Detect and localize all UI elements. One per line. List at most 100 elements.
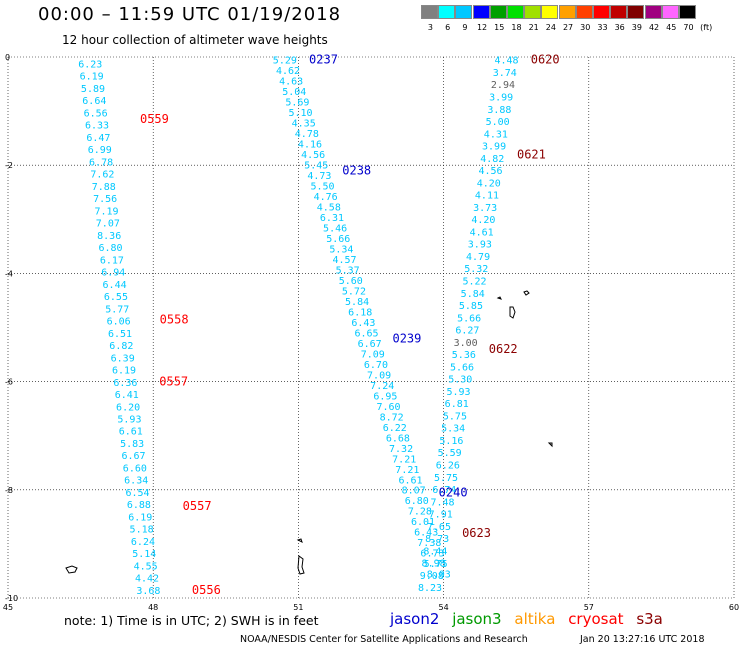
swh-value-label: 5.46 xyxy=(323,224,347,235)
swh-value-label: 4.76 xyxy=(314,192,338,203)
swh-value-label: 6.20 xyxy=(116,402,140,413)
swh-value-label: 6.34 xyxy=(124,476,148,487)
sat-s3a-label: s3a xyxy=(636,610,663,628)
y-tick-label: -4 xyxy=(5,269,13,278)
swh-value-label: 6.33 xyxy=(85,121,109,132)
legend-swatch xyxy=(421,5,438,19)
swh-value-label: 4.16 xyxy=(298,140,322,151)
swh-value-label: 4.78 xyxy=(295,129,319,140)
swh-value-label: 5.50 xyxy=(310,182,334,193)
swh-value-label: 4.79 xyxy=(466,252,490,263)
swh-value-label: 7.60 xyxy=(376,402,400,413)
credit-line: NOAA/NESDIS Center for Satellite Applica… xyxy=(240,634,528,645)
swh-value-label: 6.51 xyxy=(108,329,132,340)
swh-value-label: 6.06 xyxy=(107,317,131,328)
swh-value-label: 8.73 xyxy=(425,534,449,545)
swh-value-label: 6.73 xyxy=(420,549,444,560)
swh-value-label: 8.07 xyxy=(402,486,426,497)
legend-swatch xyxy=(627,5,645,19)
legend-tick-label: 21 xyxy=(528,23,539,32)
pass-time-label-0239: 0239 xyxy=(392,331,421,345)
swh-value-label: 6.82 xyxy=(109,341,133,352)
swh-value-label: 7.09 xyxy=(361,349,385,360)
swh-value-label: 5.00 xyxy=(486,117,510,128)
swh-value-label: 8.44 xyxy=(423,546,447,557)
swh-value-label: 6.17 xyxy=(100,255,124,266)
island-outline xyxy=(509,306,516,319)
swh-value-label: 4.55 xyxy=(134,561,158,572)
swh-value-label: 5.10 xyxy=(289,108,313,119)
swh-value-label: 7.21 xyxy=(395,465,419,476)
swh-value-label: 5.83 xyxy=(120,439,144,450)
legend-swatch xyxy=(455,5,473,19)
legend-swatch xyxy=(593,5,610,19)
pass-time-label-0620: 0620 xyxy=(531,53,560,67)
legend-swatch xyxy=(541,5,559,19)
swh-value-label: 5.72 xyxy=(342,286,366,297)
swh-value-label: 6.60 xyxy=(123,463,147,474)
legend-tick-label: 33 xyxy=(597,23,608,32)
swh-value-label: 6.61 xyxy=(398,475,422,486)
swh-value-label: 7.88 xyxy=(92,182,116,193)
swh-value-label: 5.93 xyxy=(117,415,141,426)
swh-value-label: 7.24 xyxy=(370,381,394,392)
swh-value-label: 6.64 xyxy=(82,96,106,107)
legend-tick-label: 6 xyxy=(445,23,451,32)
swh-value-label: 6.65 xyxy=(354,328,378,339)
swh-value-label: 5.89 xyxy=(81,84,105,95)
swh-value-label: 3.74 xyxy=(493,68,517,79)
chart-title: 00:00 – 11:59 UTC 01/19/2018 xyxy=(38,4,342,25)
swh-value-label: 7.07 xyxy=(96,219,120,230)
swh-value-label: 5.36 xyxy=(452,350,476,361)
swh-value-label: 6.24 xyxy=(131,537,155,548)
swh-value-label: 6.99 xyxy=(88,145,112,156)
swh-value-label: 5.84 xyxy=(345,297,369,308)
swh-value-label: 8.72 xyxy=(380,412,404,423)
swh-value-label: 5.69 xyxy=(285,98,309,109)
swh-value-label: 6.22 xyxy=(383,423,407,434)
swh-value-label: 3.68 xyxy=(136,586,160,597)
legend-swatch xyxy=(558,5,576,19)
swh-value-label: 5.45 xyxy=(304,161,328,172)
pass-time-label-0556: 0556 xyxy=(192,583,221,597)
swh-value-label: 6.67 xyxy=(121,451,145,462)
swh-value-label: 7.09 xyxy=(367,370,391,381)
swh-value-label: 5.30 xyxy=(448,375,472,386)
swh-value-label: 5.66 xyxy=(457,313,481,324)
island-outline xyxy=(65,565,78,574)
x-tick-label: 45 xyxy=(3,603,13,612)
swh-value-label: 4.56 xyxy=(478,166,502,177)
swh-value-label: 6.56 xyxy=(84,108,108,119)
swh-value-label: 8.36 xyxy=(97,231,121,242)
legend-tick-label: 12 xyxy=(476,23,488,32)
pass-time-label-0240: 0240 xyxy=(439,486,468,500)
pass-time-label-0238: 0238 xyxy=(342,164,371,178)
pass-time-label-0557: 0557 xyxy=(159,375,188,389)
swh-value-label: 5.34 xyxy=(329,245,353,256)
y-tick-label: -8 xyxy=(5,486,13,495)
swh-value-label: 4.48 xyxy=(494,56,518,67)
swh-value-label: 5.75 xyxy=(434,473,458,484)
swh-value-label: 6.01 xyxy=(411,517,435,528)
swh-value-label: 6.19 xyxy=(112,366,136,377)
y-tick-label: 0 xyxy=(5,53,10,62)
legend-tick-label: 30 xyxy=(580,23,591,32)
swh-value-label: 5.18 xyxy=(130,525,154,536)
swh-value-label: 4.62 xyxy=(276,66,300,77)
swh-value-label: 7.91 xyxy=(429,510,453,521)
legend-swatch xyxy=(489,5,507,19)
legend-tick-label: 36 xyxy=(614,23,625,32)
swh-value-label: 5.34 xyxy=(441,424,465,435)
sat-altika-label: altika xyxy=(514,610,556,628)
swh-value-label: 3.93 xyxy=(468,240,492,251)
swh-value-label: 4.82 xyxy=(480,154,504,165)
swh-value-label: 6.43 xyxy=(351,318,375,329)
swh-value-label: 5.66 xyxy=(450,362,474,373)
swh-value-label: 6.41 xyxy=(115,390,139,401)
units-note: note: 1) Time is in UTC; 2) SWH is in fe… xyxy=(64,613,319,628)
swh-value-label: 5.75 xyxy=(424,559,448,570)
swh-value-label: 7.32 xyxy=(389,444,413,455)
swh-value-label: 5.16 xyxy=(439,436,463,447)
swh-value-label: 6.18 xyxy=(348,307,372,318)
